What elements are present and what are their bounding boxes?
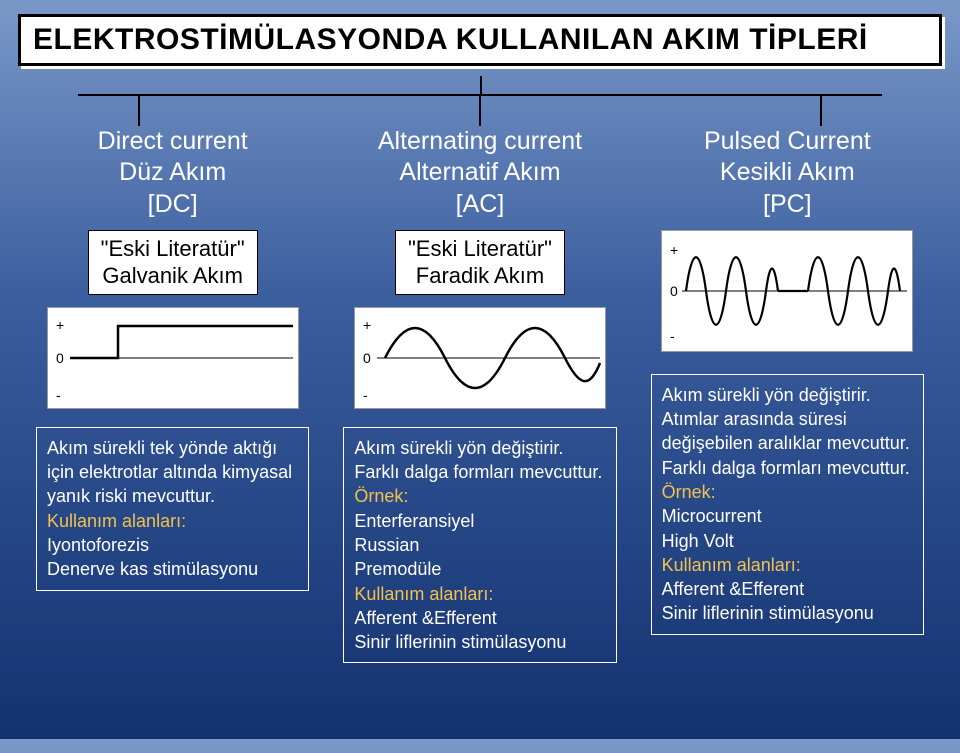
page-title: ELEKTROSTİMÜLASYONDA KULLANILAN AKIM TİP… [33,23,927,57]
ac-ex-2: Russian [354,535,419,555]
pc-heading-l1: Pulsed Current [704,127,871,155]
dc-use-2: Denerve kas stimülasyonu [47,559,258,579]
dc-use-1: Iyontoforezis [47,535,149,555]
dc-sub-box: "Eski Literatür" Galvanik Akım [88,230,258,295]
columns: Direct current Düz Akım [DC] "Eski Liter… [36,126,924,663]
svg-text:-: - [670,328,675,344]
dc-desc-l1: Akım sürekli tek yönde aktığı için elekt… [47,438,292,507]
ac-heading-l2: Alternatif Akım [399,158,560,186]
ac-use-label: Kullanım alanları: [354,584,493,604]
svg-text:-: - [56,387,61,403]
col-pc: Pulsed Current Kesikli Akım [PC] + 0 - A… [651,126,924,663]
dc-heading-l1: Direct current [98,127,248,155]
pc-desc-l3: Farklı dalga formları mevcuttur. [662,458,910,478]
dc-heading-l3: [DC] [148,190,198,218]
col-dc: Direct current Düz Akım [DC] "Eski Liter… [36,126,309,663]
pc-desc-l2: Atımlar arasında süresi değişebilen aral… [662,409,910,453]
dc-heading-l2: Düz Akım [119,158,226,186]
ac-desc: Akım sürekli yön değiştirir. Farklı dalg… [343,427,616,664]
dc-sub-l1: "Eski Literatür" [101,236,245,261]
ac-heading-l3: [AC] [456,190,505,218]
svg-text:+: + [363,317,371,333]
col-ac: Alternating current Alternatif Akım [AC]… [343,126,616,663]
pc-ex-label: Örnek: [662,482,716,502]
dc-heading: Direct current Düz Akım [DC] [98,126,248,220]
pc-heading: Pulsed Current Kesikli Akım [PC] [704,126,871,220]
pc-heading-l3: [PC] [763,190,812,218]
svg-text:0: 0 [670,283,678,299]
pc-waveform: + 0 - [661,230,913,352]
ac-ex-1: Enterferansiyel [354,511,474,531]
pc-desc-l1: Akım sürekli yön değiştirir. [662,385,871,405]
pc-desc: Akım sürekli yön değiştirir. Atımlar ara… [651,374,924,635]
ac-desc-l1: Akım sürekli yön değiştirir. [354,438,563,458]
pc-use-2: Sinir liflerinin stimülasyonu [662,603,874,623]
dc-use-label: Kullanım alanları: [47,511,186,531]
ac-sub-l1: "Eski Literatür" [408,236,552,261]
ac-heading-l1: Alternating current [378,127,582,155]
pc-use-1: Afferent &Efferent [662,579,804,599]
ac-sub-l2: Faradik Akım [416,263,544,288]
svg-text:+: + [56,317,64,333]
pc-ex-1: Microcurrent [662,506,762,526]
pc-heading-l2: Kesikli Akım [720,158,855,186]
svg-text:+: + [670,242,678,258]
pc-ex-2: High Volt [662,531,734,551]
ac-use-2: Sinir liflerinin stimülasyonu [354,632,566,652]
tree-connector [18,76,942,126]
dc-desc: Akım sürekli tek yönde aktığı için elekt… [36,427,309,591]
ac-ex-3: Premodüle [354,559,441,579]
ac-ex-label: Örnek: [354,486,408,506]
dc-waveform: + 0 - [47,307,299,409]
svg-text:0: 0 [56,350,64,366]
ac-use-1: Afferent &Efferent [354,608,496,628]
ac-sub-box: "Eski Literatür" Faradik Akım [395,230,565,295]
svg-text:-: - [363,387,368,403]
svg-text:0: 0 [363,350,371,366]
dc-sub-l2: Galvanik Akım [102,263,243,288]
ac-waveform: + 0 - [354,307,606,409]
page-title-box: ELEKTROSTİMÜLASYONDA KULLANILAN AKIM TİP… [18,14,942,66]
ac-heading: Alternating current Alternatif Akım [AC] [378,126,582,220]
ac-desc-l2: Farklı dalga formları mevcuttur. [354,462,602,482]
pc-use-label: Kullanım alanları: [662,555,801,575]
